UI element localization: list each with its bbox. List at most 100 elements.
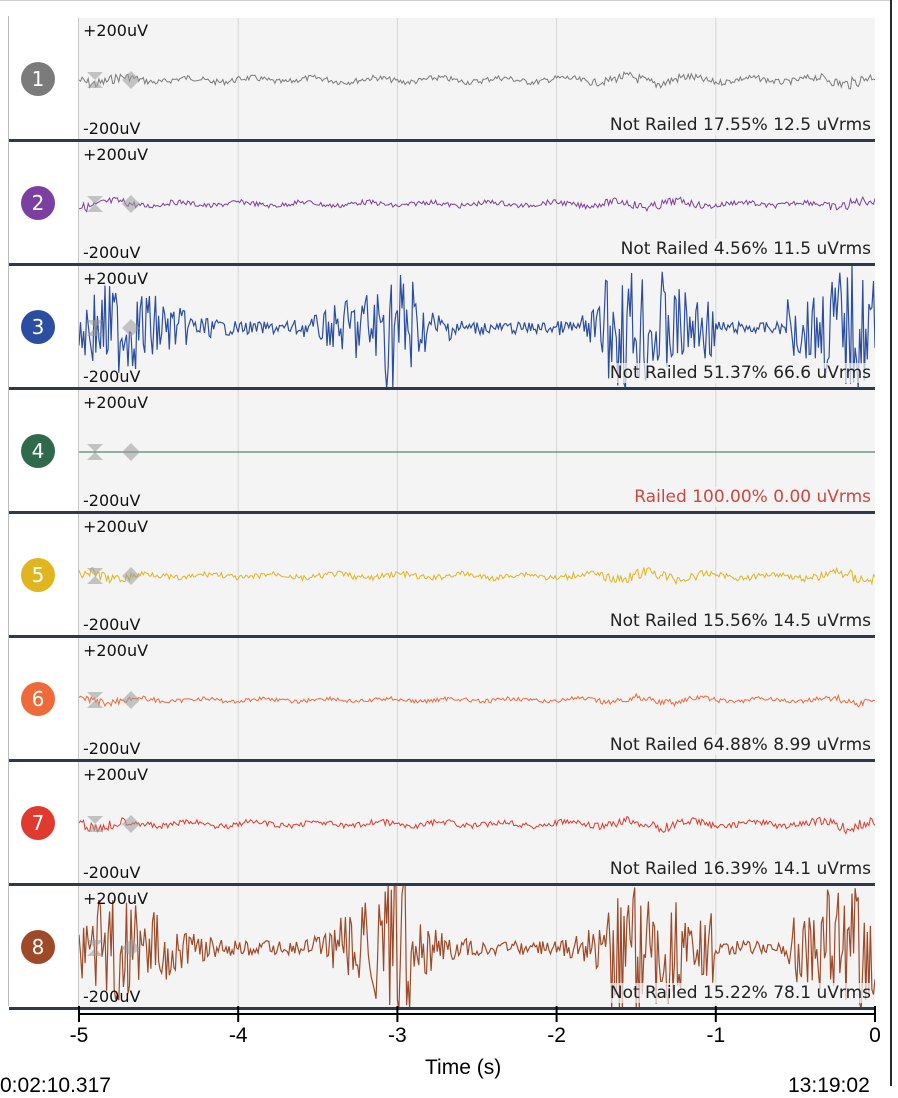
channel-plot: +200uV -200uV Not Railed 16.39% 14.1 uVrms xyxy=(79,762,875,883)
channel-trace xyxy=(79,266,875,387)
scale-top-label: +200uV xyxy=(83,889,149,908)
channel-trace-svg xyxy=(79,390,875,511)
scale-bottom-label: -200uV xyxy=(83,863,141,882)
channel-number-button[interactable]: 5 xyxy=(21,558,55,592)
diamond-icon xyxy=(122,567,140,585)
diamond-icon xyxy=(122,443,140,461)
channel-divider xyxy=(9,883,875,886)
axis-tick-label: -2 xyxy=(547,1024,566,1047)
channel-divider xyxy=(9,263,875,266)
channel-divider xyxy=(9,759,875,762)
diamond-icon xyxy=(122,939,140,957)
scale-adjust-controls xyxy=(87,71,140,89)
diamond-icon xyxy=(122,195,140,213)
channel-row: 3 +200uV -200uV Not Railed 51.37% 66.6 uVrm… xyxy=(9,266,875,390)
scale-adjust-controls xyxy=(87,319,140,337)
railed-status-label: Not Railed 51.37% 66.6 uVrms xyxy=(609,363,871,383)
channel-row: 5 +200uV -200uV Not Railed 15.56% 14.5 uVrm… xyxy=(9,514,875,638)
session-elapsed-time: 0:02:10.317 xyxy=(0,1074,111,1097)
railed-status-label: Railed 100.00% 0.00 uVrms xyxy=(634,487,871,507)
channel-gutter: 3 xyxy=(9,266,79,387)
vertical-scale-icon xyxy=(87,196,103,212)
channel-plot: +200uV -200uV Not Railed 15.22% 78.1 uVrms xyxy=(79,886,875,1007)
channel-divider xyxy=(9,139,875,142)
channel-trace xyxy=(79,886,875,1007)
railed-status-label: Not Railed 4.56% 11.5 uVrms xyxy=(620,239,871,259)
channel-row: 8 +200uV -200uV Not Railed 15.22% 78.1 uVrm… xyxy=(9,886,875,1010)
railed-status-label: Not Railed 16.39% 14.1 uVrms xyxy=(609,859,871,879)
diamond-icon xyxy=(122,815,140,833)
channel-number-button[interactable]: 7 xyxy=(21,806,55,840)
channel-trace xyxy=(79,566,875,586)
channel-plot: +200uV -200uV Not Railed 4.56% 11.5 uVrms xyxy=(79,142,875,263)
axis-tick-label: -5 xyxy=(69,1024,89,1047)
channel-gutter: 8 xyxy=(9,886,79,1007)
railed-status-label: Not Railed 15.22% 78.1 uVrms xyxy=(609,983,871,1003)
channel-row: 7 +200uV -200uV Not Railed 16.39% 14.1 uVrm… xyxy=(9,762,875,886)
diamond-icon xyxy=(122,691,140,709)
railed-status-label: Not Railed 64.88% 8.99 uVrms xyxy=(609,735,871,755)
scale-bottom-label: -200uV xyxy=(83,987,141,1006)
vertical-scale-icon xyxy=(87,816,103,832)
channel-row: 2 +200uV -200uV Not Railed 4.56% 11.5 uVrms xyxy=(9,142,875,266)
railed-status-label: Not Railed 17.55% 12.5 uVrms xyxy=(609,115,871,135)
scale-bottom-label: -200uV xyxy=(83,615,141,634)
vertical-scale-icon xyxy=(87,692,103,708)
channel-plot: +200uV -200uV Not Railed 17.55% 12.5 uVrms xyxy=(79,18,875,139)
diamond-icon xyxy=(122,319,140,337)
diamond-icon xyxy=(122,71,140,89)
channel-divider xyxy=(9,511,875,514)
clock-time: 13:19:02 xyxy=(788,1074,870,1097)
time-axis-svg xyxy=(78,1006,876,1022)
channel-trace-svg xyxy=(79,18,875,139)
axis-tick-label: -3 xyxy=(388,1024,407,1047)
axis-tick-label: 0 xyxy=(869,1024,881,1047)
scale-adjust-controls xyxy=(87,815,140,833)
channel-trace xyxy=(79,195,875,213)
channel-divider xyxy=(9,387,875,390)
scale-bottom-label: -200uV xyxy=(83,739,141,758)
scale-top-label: +200uV xyxy=(83,21,149,40)
channel-plot: +200uV -200uV Not Railed 64.88% 8.99 uVrms xyxy=(79,638,875,759)
scale-top-label: +200uV xyxy=(83,765,149,784)
channel-trace xyxy=(79,815,875,835)
channel-trace xyxy=(79,71,875,90)
channel-trace-svg xyxy=(79,638,875,759)
x-axis-label: Time (s) xyxy=(425,1056,502,1079)
channel-number-button[interactable]: 3 xyxy=(21,310,55,344)
channel-divider xyxy=(9,635,875,638)
scale-bottom-label: -200uV xyxy=(83,491,141,510)
scale-bottom-label: -200uV xyxy=(83,243,141,262)
vertical-scale-icon xyxy=(87,568,103,584)
axis-tick-label: -4 xyxy=(228,1024,248,1047)
channel-gutter: 7 xyxy=(9,762,79,883)
scale-adjust-controls xyxy=(87,939,140,957)
channel-number-button[interactable]: 6 xyxy=(21,682,55,716)
channel-plot: +200uV -200uV Not Railed 15.56% 14.5 uVrms xyxy=(79,514,875,635)
channel-number-button[interactable]: 1 xyxy=(21,62,55,96)
scale-bottom-label: -200uV xyxy=(83,119,141,138)
channel-plot: +200uV -200uV Railed 100.00% 0.00 uVrms xyxy=(79,390,875,511)
frame-left-border xyxy=(8,16,9,1006)
channel-gutter: 6 xyxy=(9,638,79,759)
scale-top-label: +200uV xyxy=(83,517,149,536)
vertical-scale-icon xyxy=(87,444,103,460)
channel-number-button[interactable]: 4 xyxy=(21,434,55,468)
channel-number-button[interactable]: 2 xyxy=(21,186,55,220)
channel-number-button[interactable]: 8 xyxy=(21,930,55,964)
channel-row: 4 +200uV -200uV Railed 100.00% 0.00 uVrms xyxy=(9,390,875,514)
vertical-scale-icon xyxy=(87,940,103,956)
channel-trace-svg xyxy=(79,266,875,387)
scale-top-label: +200uV xyxy=(83,145,149,164)
scale-top-label: +200uV xyxy=(83,641,149,660)
time-axis xyxy=(0,1006,898,1086)
channel-divider xyxy=(9,1007,875,1010)
channel-plot: +200uV -200uV Not Railed 51.37% 66.6 uVrms xyxy=(79,266,875,387)
channel-gutter: 4 xyxy=(9,390,79,511)
scale-adjust-controls xyxy=(87,567,140,585)
vertical-scale-icon xyxy=(87,72,103,88)
scale-top-label: +200uV xyxy=(83,393,149,412)
scale-adjust-controls xyxy=(87,195,140,213)
channel-gutter: 1 xyxy=(9,18,79,139)
railed-status-label: Not Railed 15.56% 14.5 uVrms xyxy=(609,611,871,631)
